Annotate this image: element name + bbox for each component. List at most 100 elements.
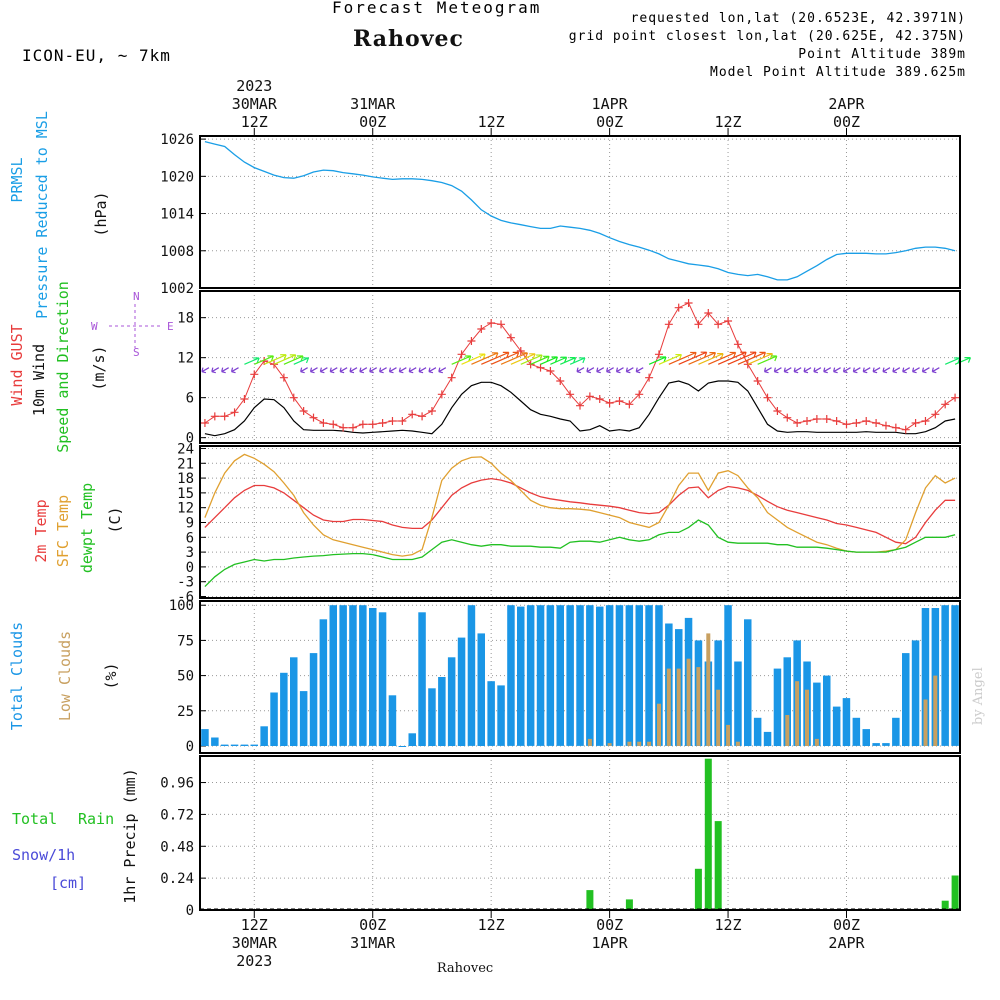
wind-arrow	[530, 355, 550, 365]
panel-frame-3	[199, 600, 961, 754]
gust-marker	[921, 417, 930, 425]
panel-frame-0	[199, 135, 961, 289]
total-cloud-bar	[605, 605, 614, 746]
banner-text: Forecast Meteogram	[332, 0, 542, 17]
wind-arrow	[658, 353, 682, 365]
gust-marker	[664, 320, 673, 329]
total-cloud-bar	[477, 633, 485, 746]
y-tick-label: 0	[186, 431, 194, 447]
gust-marker	[585, 392, 594, 401]
low-cloud-bar	[686, 658, 691, 746]
total-cloud-bar	[635, 605, 643, 746]
gust-marker	[279, 373, 288, 382]
gust-marker	[724, 317, 733, 325]
top-hour-label: 12Z	[478, 113, 505, 131]
gust-marker	[408, 410, 417, 419]
low-cloud-bar	[627, 741, 632, 746]
y-tick-label: 0.24	[160, 871, 194, 887]
gust-marker	[733, 340, 742, 349]
gust-marker	[842, 420, 851, 429]
total-cloud-bar	[763, 731, 772, 746]
wind-arrow	[500, 352, 529, 365]
wind-arrow	[852, 367, 861, 374]
gust-marker	[783, 413, 792, 422]
top-hour-label: 00Z	[359, 113, 386, 131]
bottom-date-label: 30MAR	[232, 934, 278, 952]
total-cloud-bar	[211, 737, 219, 746]
y-tick-label: 0.72	[160, 807, 194, 823]
pressure-label-2: Pressure Reduced to MSL	[33, 111, 51, 319]
total-cloud-bar	[339, 605, 347, 746]
total-cloud-bar	[359, 605, 367, 746]
total-cloud-bar	[270, 692, 278, 746]
compass-e: E	[167, 320, 174, 333]
banner-title: Forecast Meteogram	[332, 0, 541, 17]
gust-marker	[674, 303, 683, 312]
wind-arrow	[737, 351, 767, 365]
wind-arrow	[319, 367, 328, 374]
tsfc-line	[204, 453, 956, 557]
total-cloud-bar	[290, 657, 298, 746]
gust-marker	[911, 419, 920, 427]
gust-marker	[576, 401, 584, 410]
bottom-year-label: 2023	[236, 952, 272, 970]
wind-arrow	[451, 355, 472, 365]
total-cloud-bar	[566, 605, 574, 746]
wind-arrow	[428, 367, 437, 374]
gust-marker	[852, 419, 861, 427]
gust-marker	[210, 412, 219, 421]
panel-frame-2	[199, 445, 961, 599]
total-clouds-label: Total Clouds	[8, 622, 26, 730]
y-tick-label: 15	[177, 486, 194, 502]
wind-speed-line	[204, 380, 956, 437]
y-tick-label: -6	[177, 590, 194, 606]
compass-s: S	[133, 346, 140, 359]
y-tick-label: 1002	[160, 281, 194, 297]
gust-marker	[714, 320, 723, 329]
y-tick-label: 9	[186, 515, 194, 531]
top-hour-label: 12Z	[715, 113, 742, 131]
total-cloud-bar	[911, 640, 920, 746]
total-cloud-bar	[428, 688, 436, 746]
gust-marker	[467, 337, 476, 345]
total-cloud-bar	[398, 746, 407, 747]
low-cloud-bar	[666, 668, 671, 746]
low-cloud-bar	[716, 689, 721, 746]
y-tick-label: 6	[186, 530, 194, 546]
top-year-label: 2023	[236, 77, 272, 95]
dewpt-line	[204, 519, 956, 588]
total-cloud-bar	[862, 729, 870, 746]
y-tick-label: 0.48	[160, 839, 194, 855]
gust-marker	[556, 377, 565, 385]
gust-marker	[477, 325, 486, 333]
total-cloud-bar	[457, 637, 466, 746]
wind-arrow	[793, 367, 802, 374]
total-cloud-bar	[220, 744, 229, 746]
wind-arrow	[586, 367, 595, 374]
total-cloud-bar	[852, 717, 861, 746]
low-cloud-bar	[726, 724, 731, 746]
gust-marker	[487, 319, 496, 327]
top-date-label: 1APR	[592, 95, 629, 113]
gust-marker	[891, 423, 900, 432]
top-hour-label: 00Z	[596, 113, 623, 131]
total-cloud-bar	[596, 606, 604, 746]
low-clouds-label: Low Clouds	[56, 631, 74, 721]
bottom-date-label: 2APR	[828, 934, 865, 952]
wind-arrow	[369, 367, 378, 374]
total-cloud-bar	[832, 706, 841, 746]
bottom-date-label: 1APR	[592, 934, 629, 952]
gust-marker	[230, 408, 239, 417]
y-tick-label: 0	[186, 739, 194, 755]
gust-marker	[872, 419, 881, 427]
y-tick-label: 1020	[160, 169, 194, 185]
compass-n: N	[133, 290, 140, 303]
gust-marker	[822, 415, 831, 423]
y-tick-label: 25	[177, 704, 194, 720]
wind-arrow	[254, 355, 274, 365]
y-tick-label: 50	[177, 669, 194, 685]
gust-marker	[654, 350, 663, 359]
bottom-date-label: 31MAR	[350, 934, 396, 952]
total-cloud-bar	[744, 619, 752, 746]
total-cloud-bar	[823, 675, 831, 746]
